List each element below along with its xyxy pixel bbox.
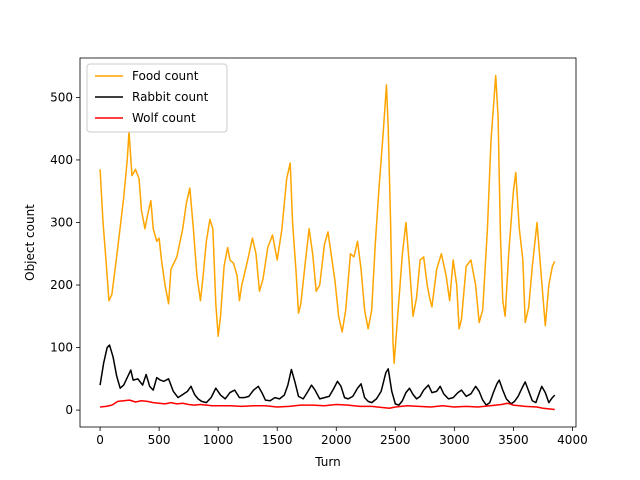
y-tick-label: 500 [50, 90, 73, 104]
legend: Food count Rabbit count Wolf count [86, 63, 228, 133]
legend-box [86, 63, 228, 133]
x-tick-label: 2000 [321, 433, 352, 447]
series-line-rabbit-count [99, 344, 556, 406]
y-tick-label: 100 [50, 341, 73, 355]
y-axis-label: Object count [23, 204, 37, 281]
series-layer [99, 74, 556, 411]
y-tick-label: 200 [50, 278, 73, 292]
series-line-wolf-count [100, 399, 555, 411]
plot-frame [79, 57, 577, 428]
legend-label: Wolf count [132, 111, 196, 125]
y-tick-label: 0 [65, 403, 73, 417]
x-axis-ticks: 0 500 1000 1500 2000 2500 3000 3500 4000 [96, 427, 588, 447]
x-tick-label: 1500 [262, 433, 293, 447]
x-tick-label: 2500 [380, 433, 411, 447]
x-tick-label: 0 [96, 433, 104, 447]
legend-label: Food count [132, 69, 199, 83]
legend-label: Rabbit count [132, 90, 209, 104]
y-tick-label: 400 [50, 153, 73, 167]
x-tick-label: 500 [148, 433, 171, 447]
x-axis-label: Turn [314, 455, 340, 469]
series-line-food-count [99, 74, 556, 364]
x-tick-label: 3500 [498, 433, 529, 447]
x-tick-label: 3000 [439, 433, 470, 447]
y-axis-ticks: 0 100 200 300 400 500 [50, 90, 80, 417]
x-tick-label: 1000 [203, 433, 234, 447]
x-tick-label: 4000 [557, 433, 588, 447]
y-tick-label: 300 [50, 215, 73, 229]
